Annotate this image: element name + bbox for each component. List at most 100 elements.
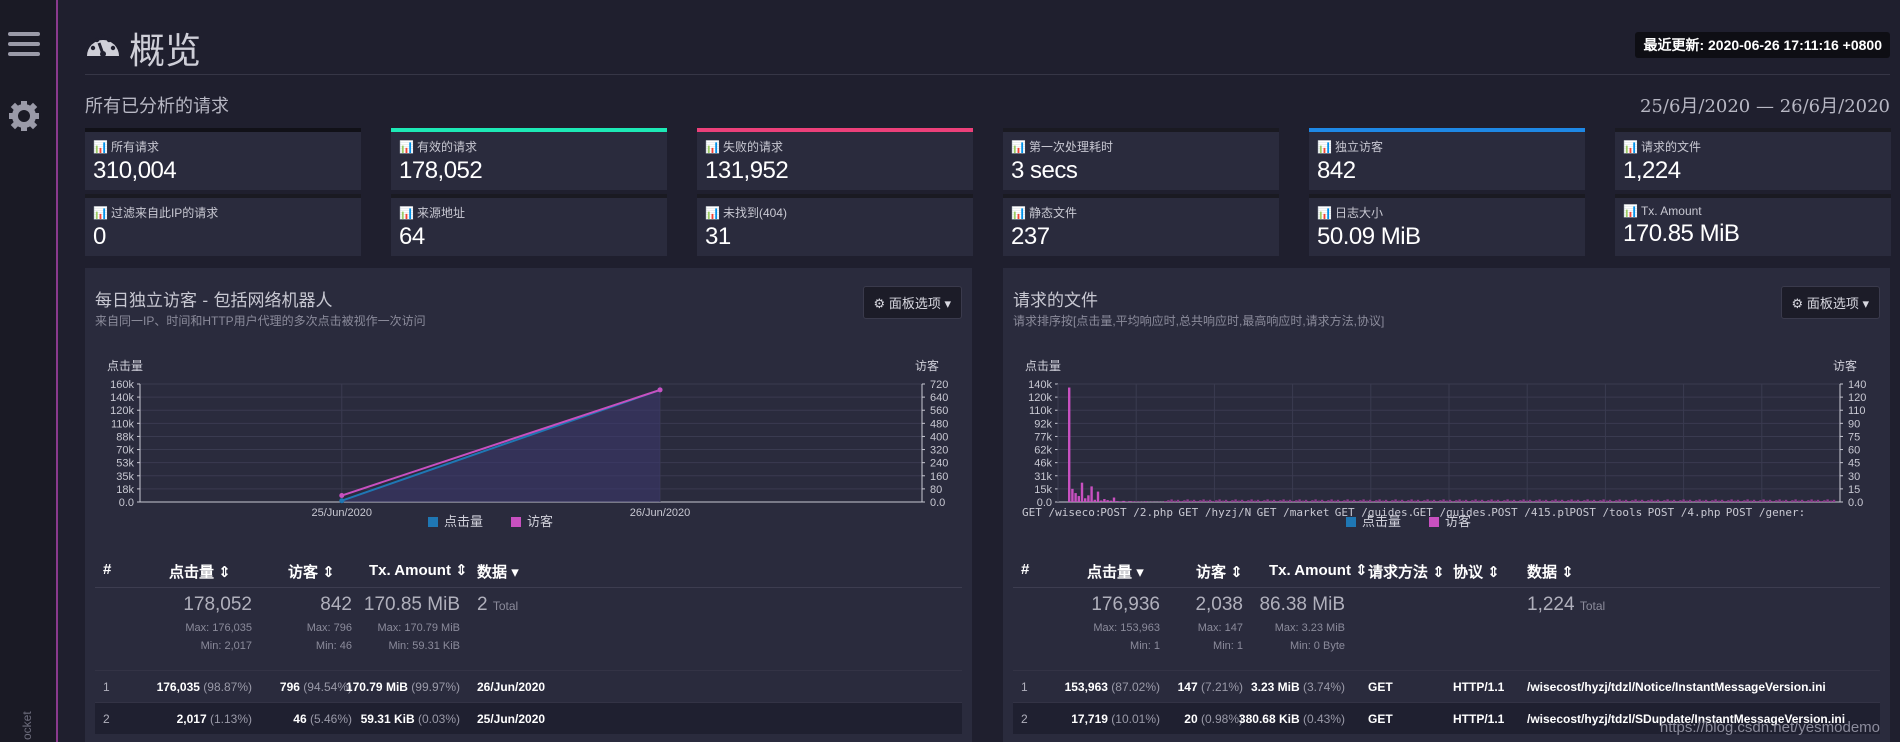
hits-bar [1493, 500, 1496, 502]
summary-data: 2 Total [477, 594, 519, 615]
hits-bar [1580, 501, 1583, 502]
hits-bar [1074, 493, 1077, 502]
hits-bar [1692, 501, 1695, 502]
hits-bar [1090, 486, 1093, 502]
hits-bar [1532, 501, 1535, 502]
y-axis-left-label: 点击量 [107, 359, 143, 373]
hits-bar [1788, 501, 1791, 502]
bar-chart-icon: 📊 [93, 205, 108, 220]
stat-card: 📊 来源地址 64 [391, 194, 667, 256]
hits-bar [1496, 499, 1500, 502]
gear-icon: ⚙ [873, 296, 886, 311]
legend-item-visitors[interactable]: 访客 [511, 511, 553, 530]
hits-bar [1292, 501, 1295, 502]
hits-bar [1602, 499, 1605, 502]
y-tick-right: 60 [1848, 445, 1860, 457]
panel-options-label: 面板选项 [888, 296, 941, 311]
table-row[interactable]: 1 153,963 (87.02%) 147 (7.21%) 3.23 MiB … [1013, 670, 1880, 702]
hits-bar [1557, 500, 1560, 502]
chart-legend: 点击量 访客 [1346, 511, 1471, 530]
hits-bar [1324, 501, 1327, 502]
hits-bar [1183, 500, 1186, 502]
hits-bar [1663, 500, 1666, 502]
hits-bar [1567, 500, 1570, 502]
hits-bar [1343, 500, 1346, 502]
table-row[interactable]: 2 17,719 (10.01%) 20 (0.98%) 380.68 KiB … [1013, 702, 1880, 734]
stat-card: 📊 独立访客 842 [1309, 128, 1585, 190]
panel-options-button[interactable]: ⚙ 面板选项 ▾ [862, 286, 962, 319]
table-row[interactable]: 2 2,017 (1.13%) 46 (5.46%) 59.31 KiB (0.… [95, 702, 962, 734]
hits-bar [1228, 501, 1231, 502]
col-method[interactable]: 请求方法 ⇕ [1368, 564, 1445, 581]
sort-icon: ⇕ [1561, 564, 1574, 581]
hits-bar [1221, 500, 1224, 502]
col-protocol[interactable]: 协议 ⇕ [1453, 564, 1500, 581]
hits-bar [1093, 499, 1096, 502]
hits-bar [1509, 500, 1512, 502]
stat-label: 📊 失败的请求 [705, 139, 783, 155]
hits-bar [1100, 500, 1103, 502]
summary-visitors: 842 [320, 594, 352, 615]
hits-bar [1823, 500, 1826, 502]
hits-bar [1349, 500, 1352, 502]
col-data[interactable]: 数据 ▾ [477, 564, 519, 581]
hits-bar [1608, 499, 1612, 502]
col-tx[interactable]: Tx. Amount ⇕ [369, 562, 468, 579]
col-visitors[interactable]: 访客 ⇕ [1196, 564, 1243, 581]
hits-bar [1820, 501, 1823, 502]
date-range: 25/6月/2020 — 26/6月/2020 [1639, 96, 1890, 117]
stat-label: 📊 所有请求 [93, 139, 159, 155]
stat-card: 📊 静态文件 237 [1003, 194, 1279, 256]
hits-bar [1695, 500, 1698, 502]
hits-bar [1621, 500, 1624, 502]
y-tick-right: 140 [1848, 379, 1866, 391]
hits-bar [1109, 500, 1112, 502]
hits-bar [1269, 500, 1272, 502]
bar-chart-icon: 📊 [1317, 205, 1332, 220]
hits-bar [1589, 500, 1592, 502]
col-visitors[interactable]: 访客 ⇕ [288, 564, 335, 581]
stat-card: 📊 日志大小 50.09 MiB [1309, 194, 1585, 256]
col-tx[interactable]: Tx. Amount ⇕ [1269, 562, 1368, 579]
y-tick-right: 75 [1848, 431, 1860, 443]
hamburger-menu-icon[interactable] [0, 20, 48, 68]
hits-bar [1829, 500, 1832, 502]
panel-options-button[interactable]: ⚙ 面板选项 ▾ [1780, 286, 1880, 319]
hits-bar [1420, 501, 1423, 502]
hits-bar [1471, 500, 1474, 502]
gear-icon[interactable] [0, 92, 48, 140]
hits-bar [1551, 500, 1554, 502]
col-hits[interactable]: 点击量 ⇕ [169, 564, 231, 581]
page-title-text: 概览 [129, 31, 202, 72]
col-hits[interactable]: 点击量 ▾ [1087, 564, 1144, 581]
hits-bar [1208, 499, 1212, 502]
hits-bar [1400, 499, 1404, 502]
y-tick-left: 18k [116, 484, 134, 496]
hits-bar [1778, 499, 1781, 502]
hits-bar [1256, 499, 1260, 502]
y-tick-right: 0.0 [1848, 497, 1863, 509]
hits-bar [1717, 500, 1720, 502]
hits-bar [1320, 499, 1324, 502]
x-tick-label: POST /2.php [1100, 506, 1173, 519]
col-data[interactable]: 数据 ⇕ [1527, 564, 1574, 581]
hits-bar [1250, 499, 1253, 502]
hits-bar [1436, 501, 1439, 502]
legend-item-visitors[interactable]: 访客 [1429, 511, 1471, 530]
hits-bar [1381, 500, 1384, 502]
hits-bar [1231, 500, 1234, 502]
legend-item-hits[interactable]: 点击量 [1346, 511, 1401, 530]
y-tick-left: 120k [1028, 392, 1052, 404]
hits-bar [1253, 500, 1256, 502]
table-row[interactable]: 1 176,035 (98.87%) 796 (94.54%) 170.79 M… [95, 670, 962, 702]
data-point [339, 493, 345, 499]
hits-bar [1730, 499, 1733, 502]
x-tick-label: GET /wiseco: [1022, 506, 1101, 519]
y-tick-right: 480 [930, 418, 948, 430]
legend-item-hits[interactable]: 点击量 [428, 511, 483, 530]
hits-bar [1468, 501, 1471, 502]
data-point [339, 498, 345, 504]
watermark: https://blog.csdn.net/yesmodemo [1659, 719, 1880, 736]
stat-label: 📊 过滤来自此IP的请求 [93, 205, 219, 221]
